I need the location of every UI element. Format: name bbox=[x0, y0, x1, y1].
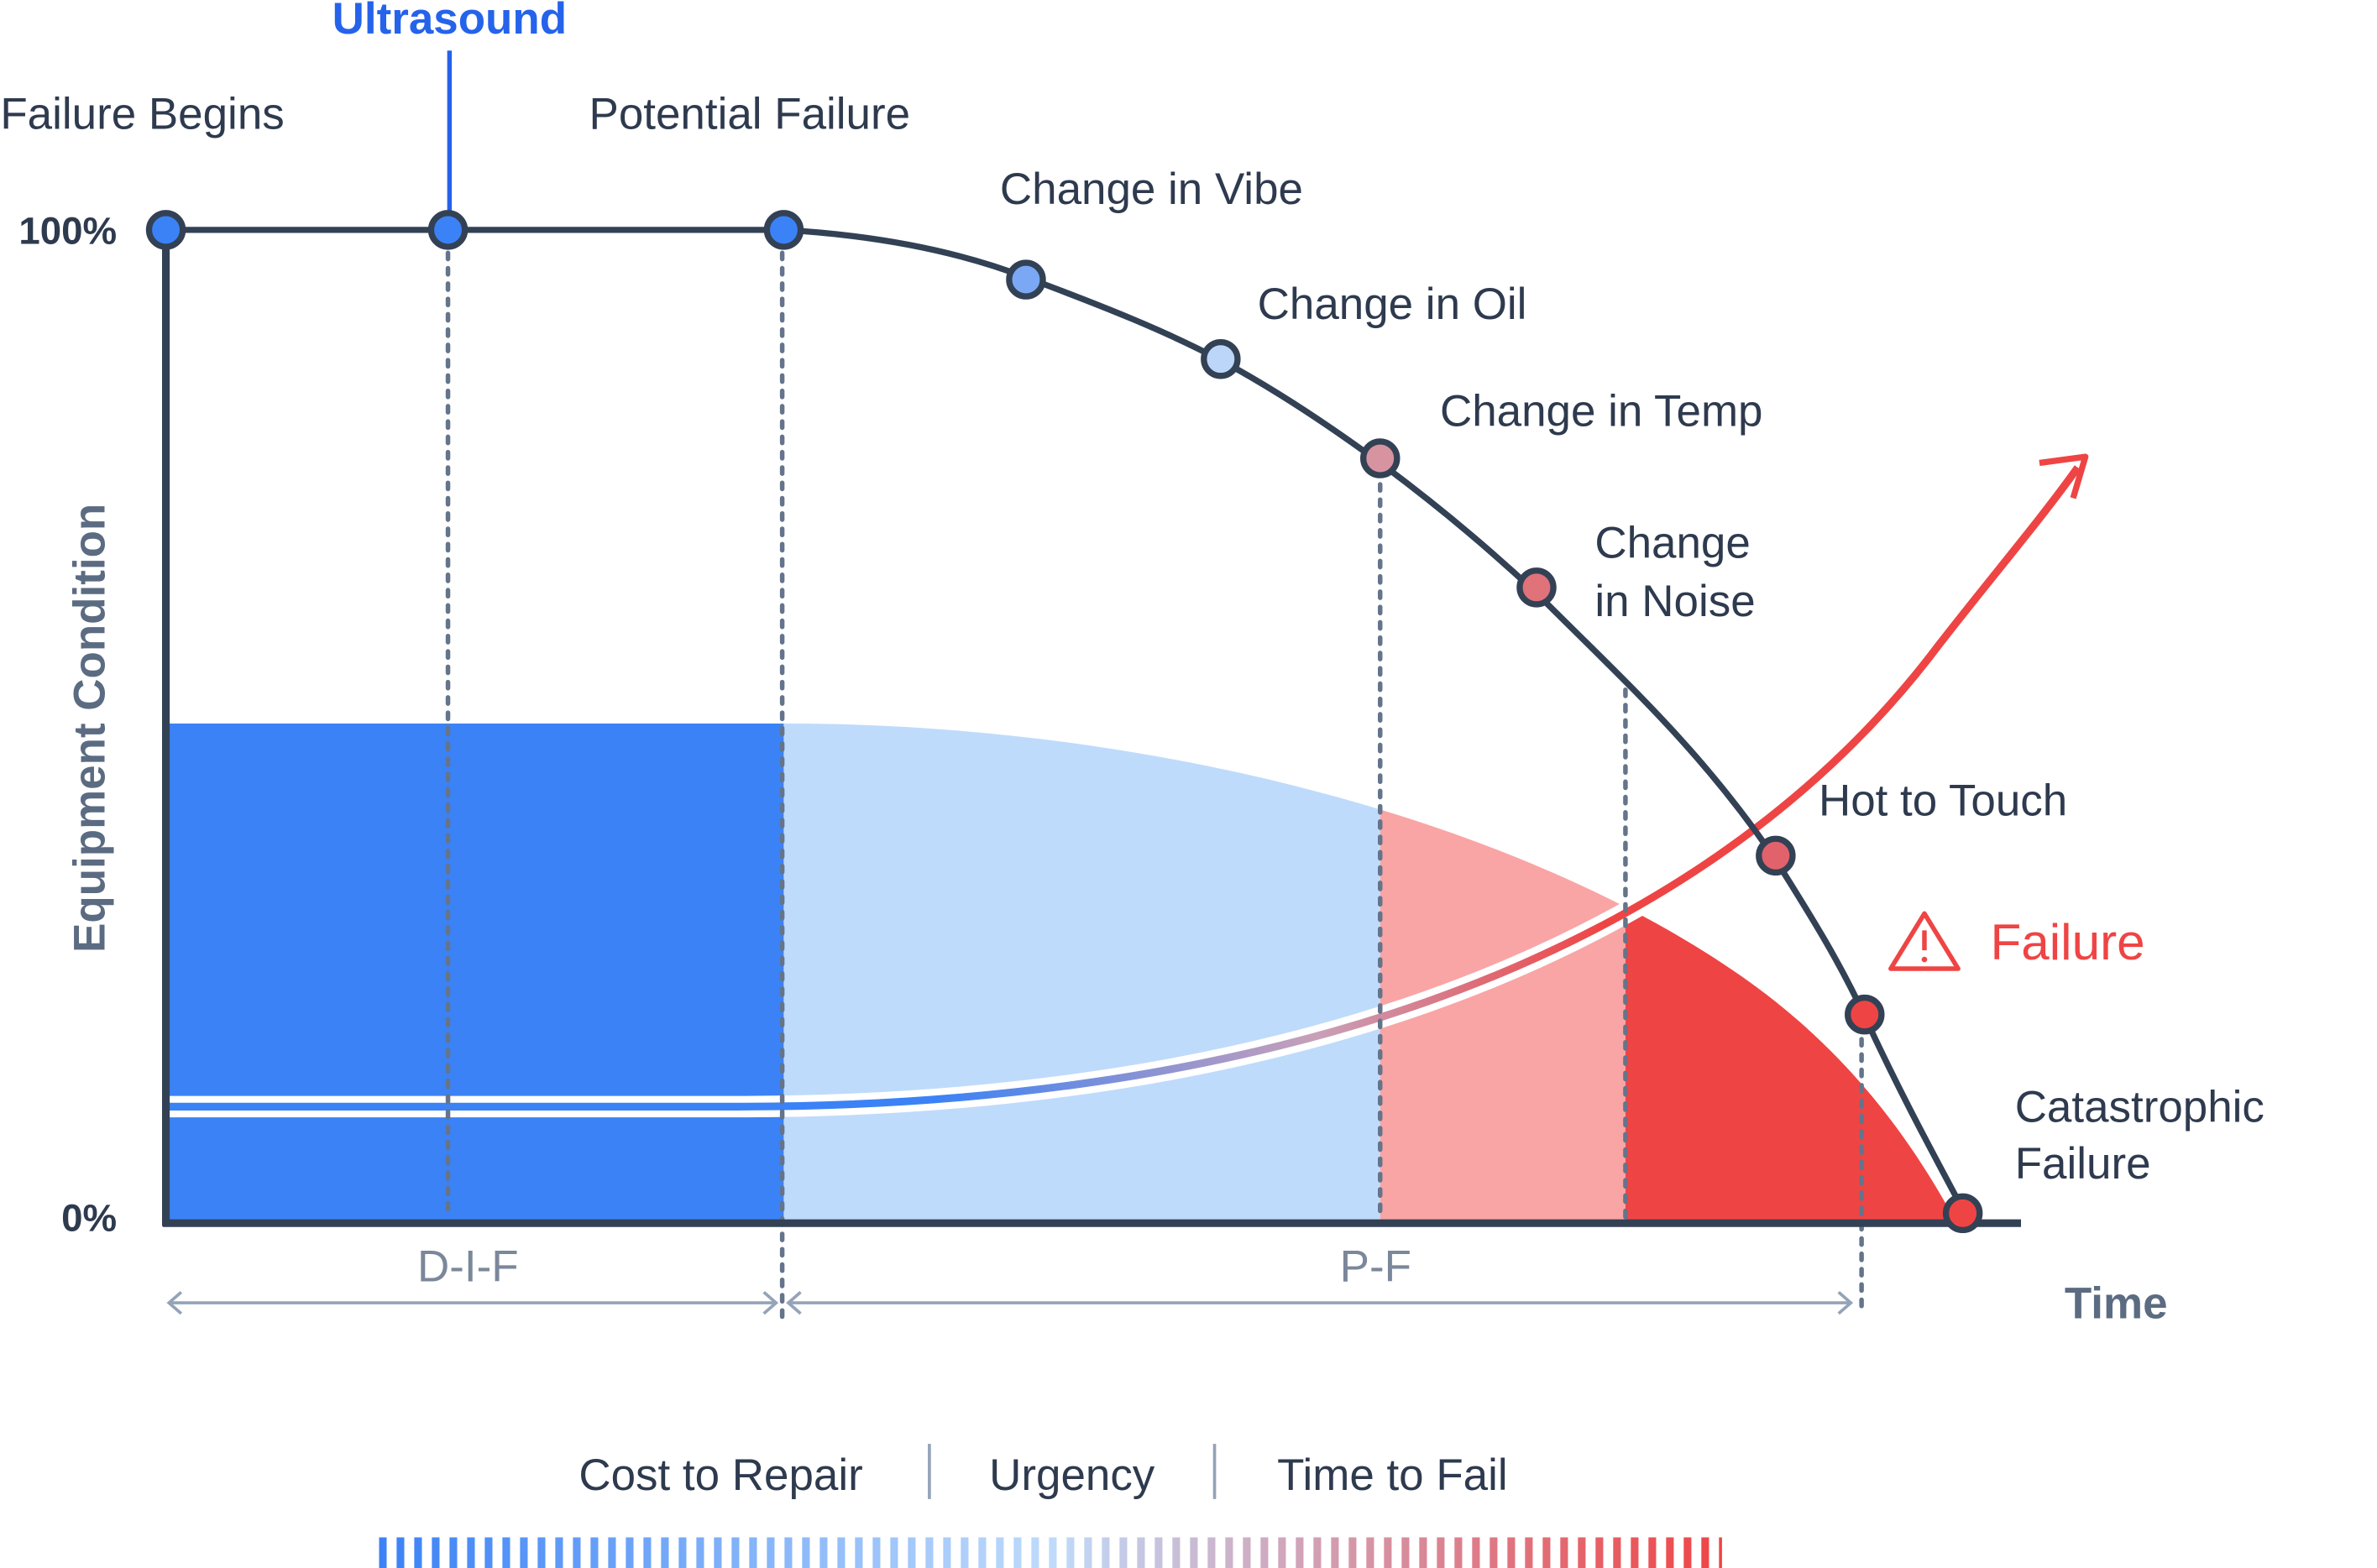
label-change-oil: Change in Oil bbox=[1258, 280, 1527, 329]
point-change-in-noise bbox=[1516, 567, 1557, 608]
label-catastrophic-line2: Failure bbox=[2015, 1139, 2151, 1189]
data-points bbox=[145, 210, 1983, 1234]
point-catastrophic-failure bbox=[1942, 1193, 1983, 1234]
dif-range-arrow bbox=[166, 1290, 779, 1315]
range-label-pf: P-F bbox=[1340, 1242, 1411, 1292]
pf-range-arrow bbox=[786, 1290, 1854, 1315]
x-axis-title: Time bbox=[2065, 1278, 2168, 1328]
y-tick-100: 100% bbox=[18, 209, 117, 252]
point-ultrasound bbox=[427, 210, 469, 250]
point-change-in-vibe bbox=[1006, 259, 1046, 300]
point-failure-begins bbox=[145, 210, 186, 250]
label-failure-begins: Failure Begins bbox=[0, 89, 284, 139]
risk-curve bbox=[165, 465, 2081, 1111]
label-ultrasound: Ultrasound bbox=[332, 0, 567, 44]
point-hot-to-touch bbox=[1756, 835, 1796, 876]
y-tick-0: 0% bbox=[61, 1196, 117, 1239]
label-potential-failure: Potential Failure bbox=[589, 89, 911, 139]
warning-icon bbox=[1888, 911, 1961, 971]
label-change-noise-line2: in Noise bbox=[1594, 577, 1755, 626]
y-axis-title: Equipment Condition bbox=[65, 504, 115, 953]
point-failure bbox=[1845, 994, 1885, 1035]
label-hot-to-touch: Hot to Touch bbox=[1819, 776, 2067, 825]
label-change-temp: Change in Temp bbox=[1440, 387, 1763, 436]
gradient-scale-bar bbox=[379, 1537, 1722, 1568]
label-catastrophic-line1: Catastrophic bbox=[2015, 1083, 2264, 1132]
point-change-in-temp bbox=[1360, 438, 1401, 478]
label-change-noise-line1: Change bbox=[1594, 519, 1750, 568]
legend-cost-to-repair: Cost to Repair bbox=[579, 1450, 862, 1500]
legend-urgency: Urgency bbox=[989, 1450, 1155, 1500]
legend-time-to-fail: Time to Fail bbox=[1277, 1450, 1508, 1500]
range-label-dif: D-I-F bbox=[417, 1242, 519, 1292]
label-failure: Failure bbox=[1990, 913, 2144, 970]
label-change-vibe: Change in Vibe bbox=[1000, 165, 1303, 214]
risk-arrow-head bbox=[2039, 453, 2089, 499]
area-dif bbox=[165, 723, 784, 1224]
point-change-in-oil bbox=[1201, 338, 1241, 379]
area-pf-early bbox=[783, 723, 1380, 1224]
point-potential-failure bbox=[763, 210, 804, 250]
dotted-guides bbox=[445, 250, 1864, 1321]
